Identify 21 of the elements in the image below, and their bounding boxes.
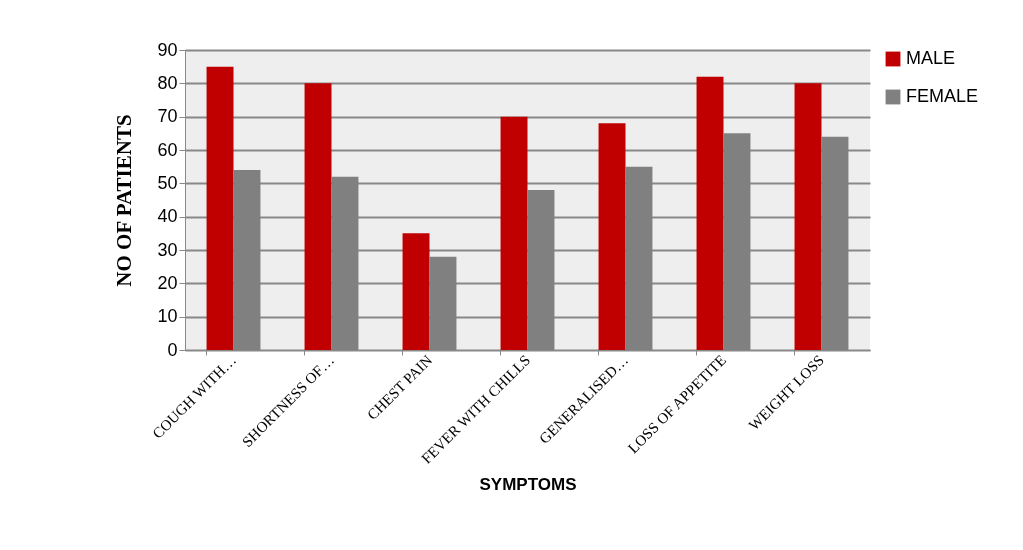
y-tick-label: 70: [157, 106, 178, 127]
y-tick-label: 90: [157, 39, 178, 60]
y-tick-label: 60: [157, 139, 178, 160]
y-tick-label: 40: [157, 206, 178, 227]
bar: [794, 83, 822, 350]
bar: [402, 233, 430, 350]
y-tick-label: 50: [157, 172, 178, 193]
y-tick-label: 0: [167, 339, 178, 360]
y-tick-label: 30: [157, 239, 178, 260]
y-tick-label: 80: [157, 72, 178, 93]
bar: [206, 66, 234, 350]
y-axis-title: NO OF PATIENTS: [112, 114, 137, 287]
x-axis-title: SYMPTOMS: [479, 474, 577, 494]
y-tick-label: 20: [157, 272, 178, 293]
y-tick-label: 10: [157, 306, 178, 327]
bar: [696, 76, 724, 350]
legend-label: FEMALE: [906, 86, 979, 106]
bar: [304, 83, 332, 350]
bar: [500, 116, 528, 350]
legend-label: MALE: [906, 48, 956, 68]
bar: [598, 123, 626, 350]
